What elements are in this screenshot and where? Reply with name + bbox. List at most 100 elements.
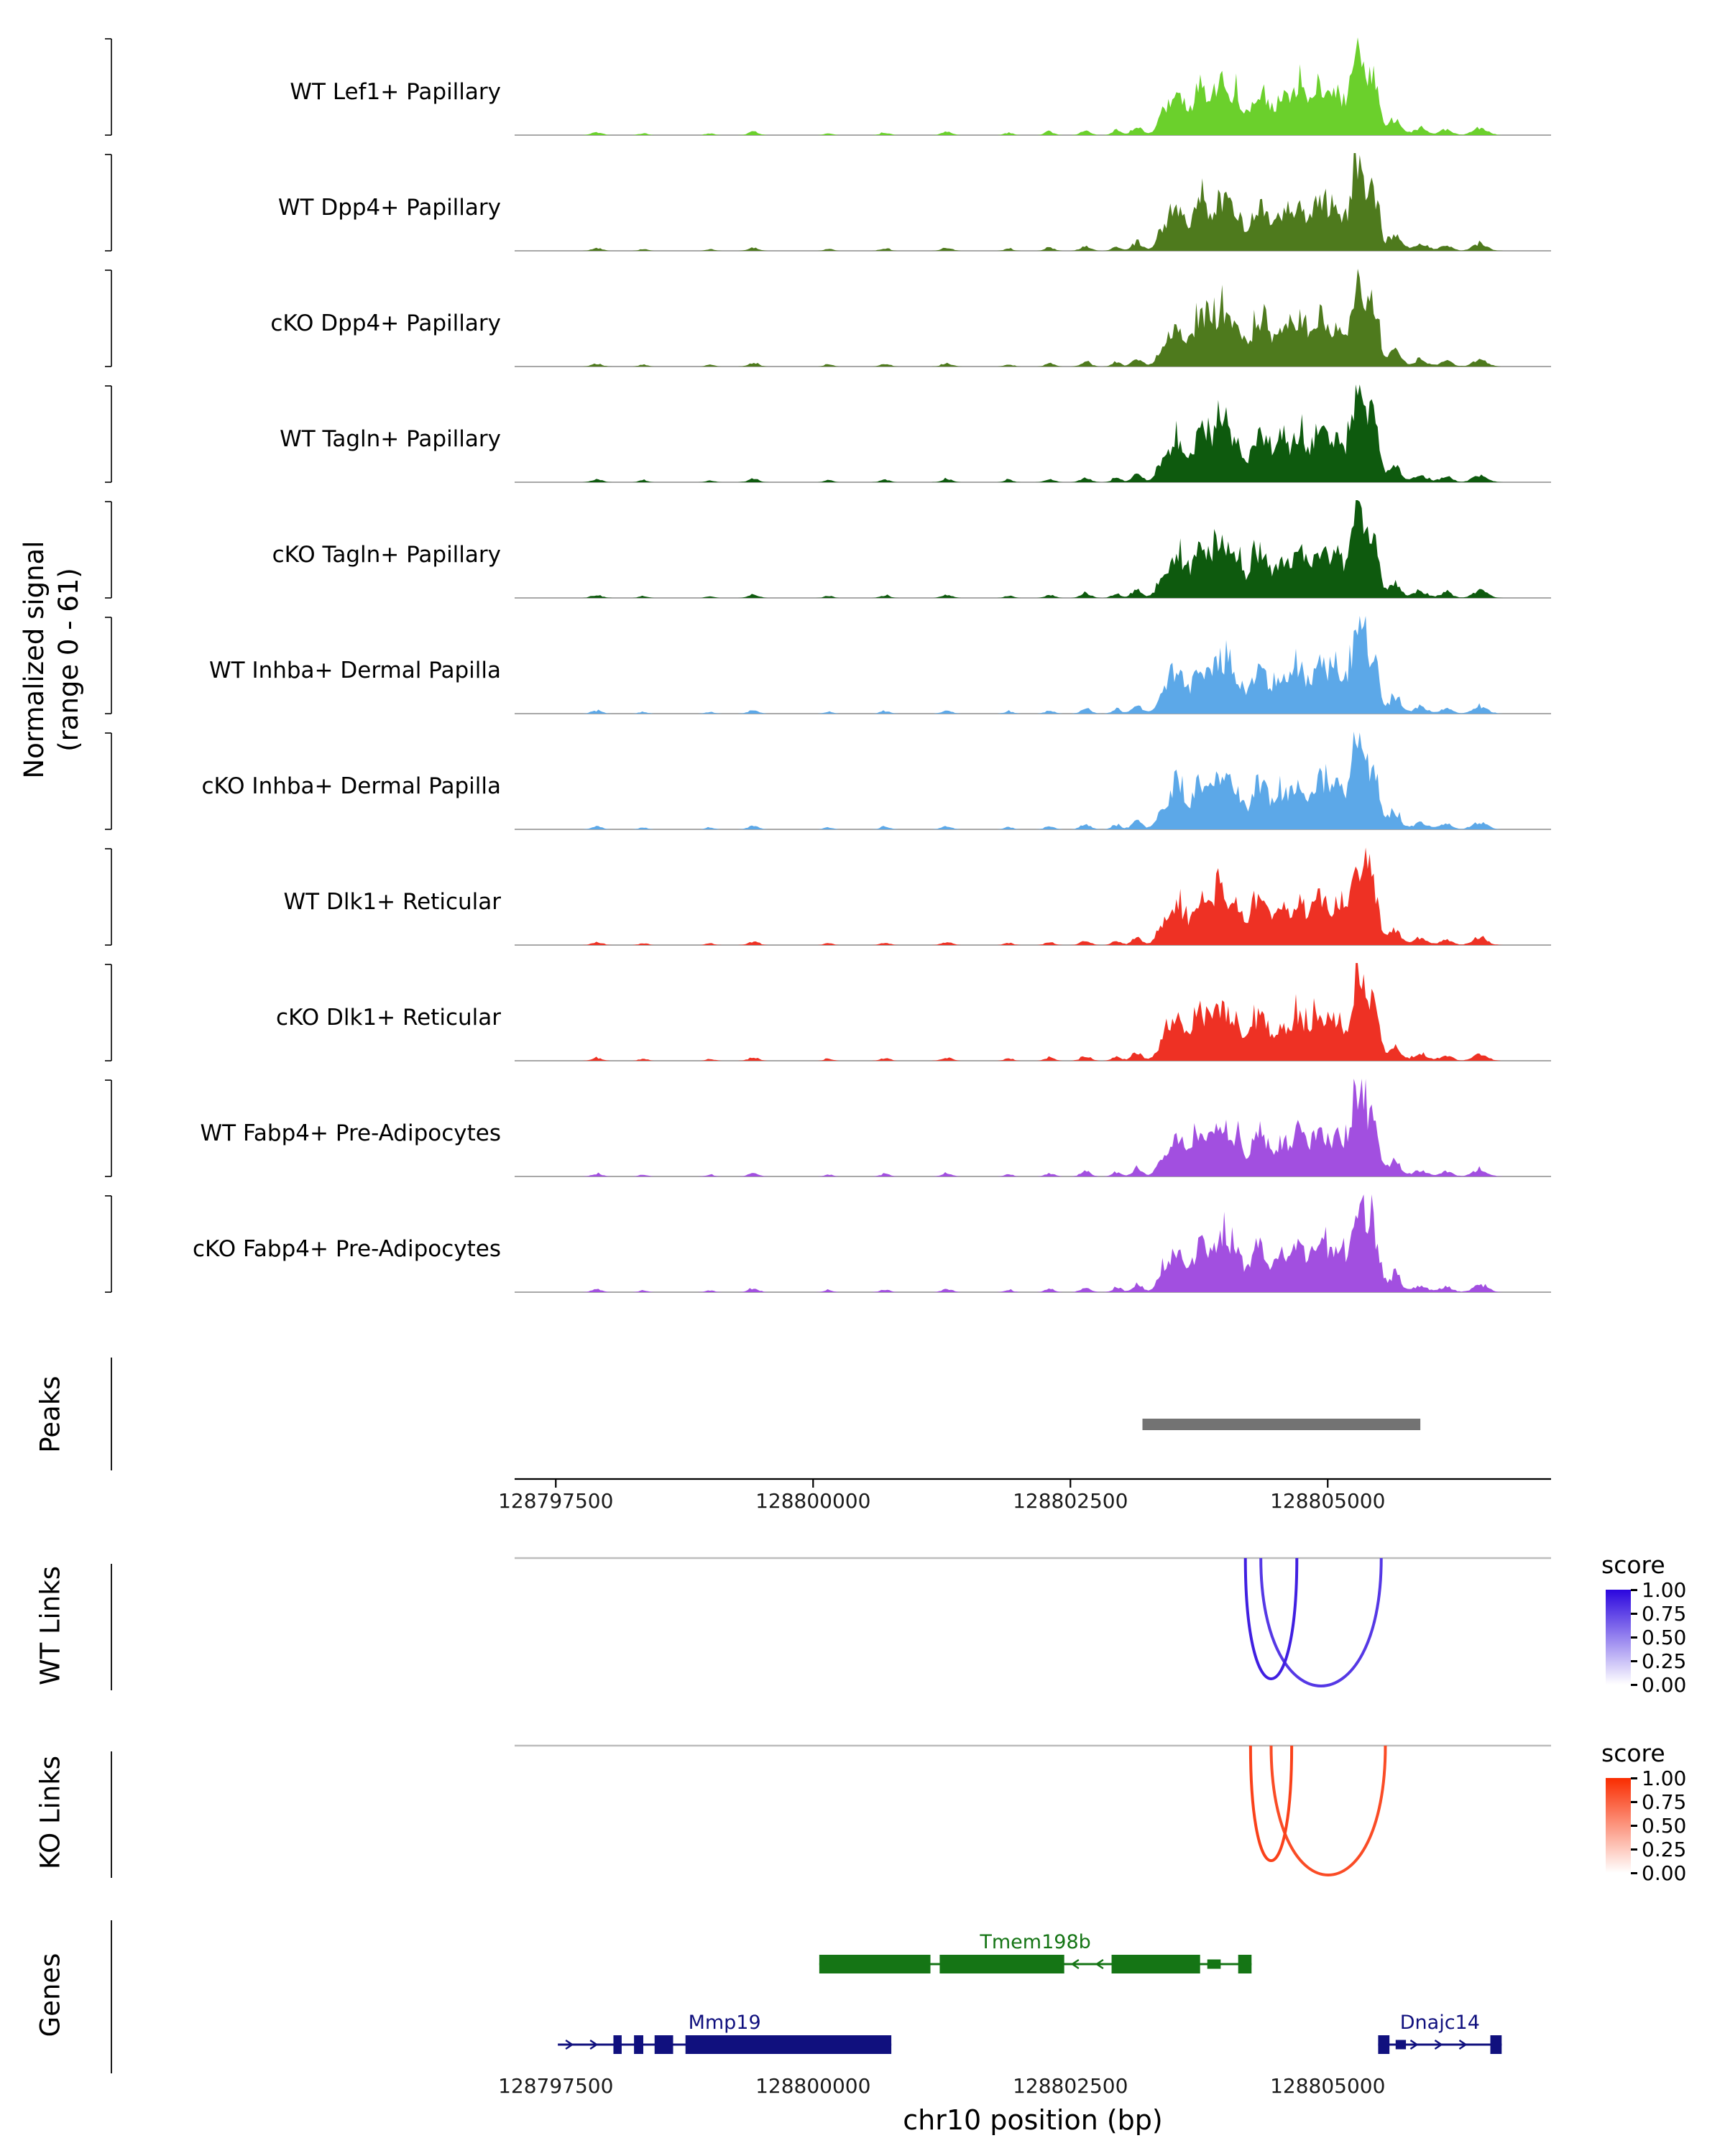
gene-exon — [939, 1955, 1064, 1973]
wt-legend-tick-mark — [1631, 1612, 1637, 1615]
ko-legend-tick-mark — [1631, 1871, 1637, 1874]
track-label: WT Inhba+ Dermal Papilla — [209, 658, 501, 683]
gene-exon — [1395, 2040, 1407, 2050]
x-axis-title: chr10 position (bp) — [903, 2104, 1163, 2136]
gene-label: Mmp19 — [689, 2012, 761, 2034]
track-label: cKO Inhba+ Dermal Papilla — [202, 773, 502, 799]
track-label: WT Fabp4+ Pre-Adipocytes — [201, 1120, 502, 1146]
signal-track-10: WT Fabp4+ Pre-Adipocytes — [105, 1079, 1551, 1177]
signal-area — [515, 500, 1551, 598]
bottom-axis-tick-label: 128802500 — [1013, 2074, 1128, 2098]
ko-legend-tick-labels: 1.00 0.75 0.50 0.25 0.00 — [1601, 1739, 1725, 1901]
link-arc — [1243, 1557, 1299, 1680]
wt-legend-tick-mark — [1631, 1636, 1637, 1639]
ko-legend-title: score — [1601, 1739, 1665, 1767]
gene-label: Dnajc14 — [1400, 2012, 1480, 2034]
gene-exon — [634, 2035, 643, 2054]
gene-exon — [613, 2035, 622, 2054]
gene-tmem198b: Tmem198b — [819, 1931, 1252, 1973]
ko-legend-tick-label: 0.25 — [1642, 1838, 1687, 1861]
wt-legend-tick-label: 0.50 — [1642, 1626, 1687, 1649]
track-label: cKO Dpp4+ Papillary — [270, 310, 501, 336]
signal-track-9: cKO Dlk1+ Reticular — [105, 963, 1551, 1061]
gene-exon — [654, 2035, 673, 2054]
gene-label: Tmem198b — [979, 1931, 1090, 1953]
gene-dnajc14: Dnajc14 — [1378, 2012, 1502, 2054]
track-label: cKO Fabp4+ Pre-Adipocytes — [193, 1236, 501, 1262]
link-arc — [1259, 1557, 1383, 1687]
track-label: WT Lef1+ Papillary — [290, 79, 501, 105]
strand-arrow — [565, 2040, 574, 2050]
track-label: cKO Tagln+ Papillary — [272, 542, 501, 568]
signal-area — [515, 616, 1551, 714]
wt-legend-tick-mark — [1631, 1588, 1637, 1591]
bottom-axis-tick-label: 128805000 — [1270, 2074, 1385, 2098]
signal-track-7: cKO Inhba+ Dermal Papilla — [105, 732, 1551, 830]
signal-area — [515, 384, 1551, 482]
peaks-section-label: Peaks — [34, 1376, 66, 1453]
strand-arrow — [1095, 1959, 1104, 1969]
ko-links-section-label: KO Links — [34, 1755, 66, 1870]
y-axis-label-line2: (range 0 - 61) — [53, 568, 84, 752]
link-arc — [1248, 1745, 1294, 1862]
ko-legend-tick-mark — [1631, 1848, 1637, 1851]
axis-tick-label: 128802500 — [1013, 1489, 1128, 1513]
gene-exon — [1207, 1959, 1221, 1969]
ko-legend-tick-mark — [1631, 1824, 1637, 1827]
peak-interval-bar — [1142, 1419, 1421, 1430]
signal-area — [515, 732, 1551, 829]
ko-legend-tick-mark — [1631, 1800, 1637, 1803]
signal-track-2: WT Dpp4+ Papillary — [105, 153, 1551, 252]
track-label: cKO Dlk1+ Reticular — [276, 1005, 501, 1031]
wt-legend-tick-mark — [1631, 1659, 1637, 1662]
strand-arrow — [589, 2040, 599, 2050]
gene-exon — [1111, 1955, 1200, 1973]
gene-mmp19: Mmp19 — [558, 2012, 892, 2054]
genes-section: Tmem198b Mmp19 Dnajc14 — [111, 1920, 1502, 2073]
signal-track-6: WT Inhba+ Dermal Papilla — [105, 616, 1551, 714]
wt-legend-tick-label: 0.25 — [1642, 1649, 1687, 1673]
signal-area — [515, 1079, 1551, 1176]
bottom-axis-tick-label: 128797500 — [498, 2074, 613, 2098]
y-axis-label: Normalized signal (range 0 - 61) — [17, 540, 86, 778]
signal-area — [515, 847, 1551, 945]
signal-area — [515, 153, 1551, 251]
signal-area — [515, 963, 1551, 1061]
y-axis-label-line1: Normalized signal — [18, 540, 50, 779]
ko-legend-tick-label: 1.00 — [1642, 1766, 1687, 1790]
strand-arrow — [1458, 2040, 1468, 2050]
link-arc — [1269, 1745, 1387, 1876]
track-label: WT Tagln+ Papillary — [280, 426, 501, 452]
wt-legend-tick-mark — [1631, 1683, 1637, 1686]
gene-exon — [685, 2035, 892, 2054]
track-label: WT Dlk1+ Reticular — [284, 889, 502, 915]
strand-arrow — [1409, 2040, 1419, 2050]
signal-track-3: cKO Dpp4+ Papillary — [105, 269, 1551, 367]
genes-section-label: Genes — [34, 1953, 66, 2037]
wt-legend-tick-label: 0.75 — [1642, 1602, 1687, 1626]
gene-exon — [1378, 2035, 1390, 2054]
wt-links-score-legend: score 1.00 0.75 0.50 0.25 0.00 — [1601, 1551, 1725, 1713]
signal-track-5: cKO Tagln+ Papillary — [105, 500, 1551, 599]
signal-track-1: WT Lef1+ Papillary — [105, 37, 1551, 136]
signal-area — [515, 269, 1551, 367]
ko-links-score-legend: score 1.00 0.75 0.50 0.25 0.00 — [1601, 1739, 1725, 1901]
ko-legend-tick-label: 0.50 — [1642, 1814, 1687, 1838]
ko-score-gradient-bar — [1606, 1778, 1631, 1873]
track-label: WT Dpp4+ Papillary — [278, 195, 501, 221]
signal-area — [515, 37, 1551, 135]
wt-legend-tick-label: 1.00 — [1642, 1578, 1687, 1602]
signal-track-11: cKO Fabp4+ Pre-Adipocytes — [105, 1194, 1551, 1293]
peaks-section: 128797500 128800000 128802500 128805000 — [111, 1358, 1551, 1513]
wt-score-gradient-bar — [1606, 1590, 1631, 1685]
gene-exon — [1238, 1955, 1252, 1973]
signal-area — [515, 1194, 1551, 1292]
axis-tick-label: 128800000 — [755, 1489, 870, 1513]
wt-links-panel — [111, 1557, 1551, 1690]
ko-legend-tick-label: 0.75 — [1642, 1790, 1687, 1814]
strand-arrow — [1070, 1959, 1080, 1969]
signal-track-4: WT Tagln+ Papillary — [105, 384, 1551, 483]
ko-legend-tick-mark — [1631, 1777, 1637, 1779]
